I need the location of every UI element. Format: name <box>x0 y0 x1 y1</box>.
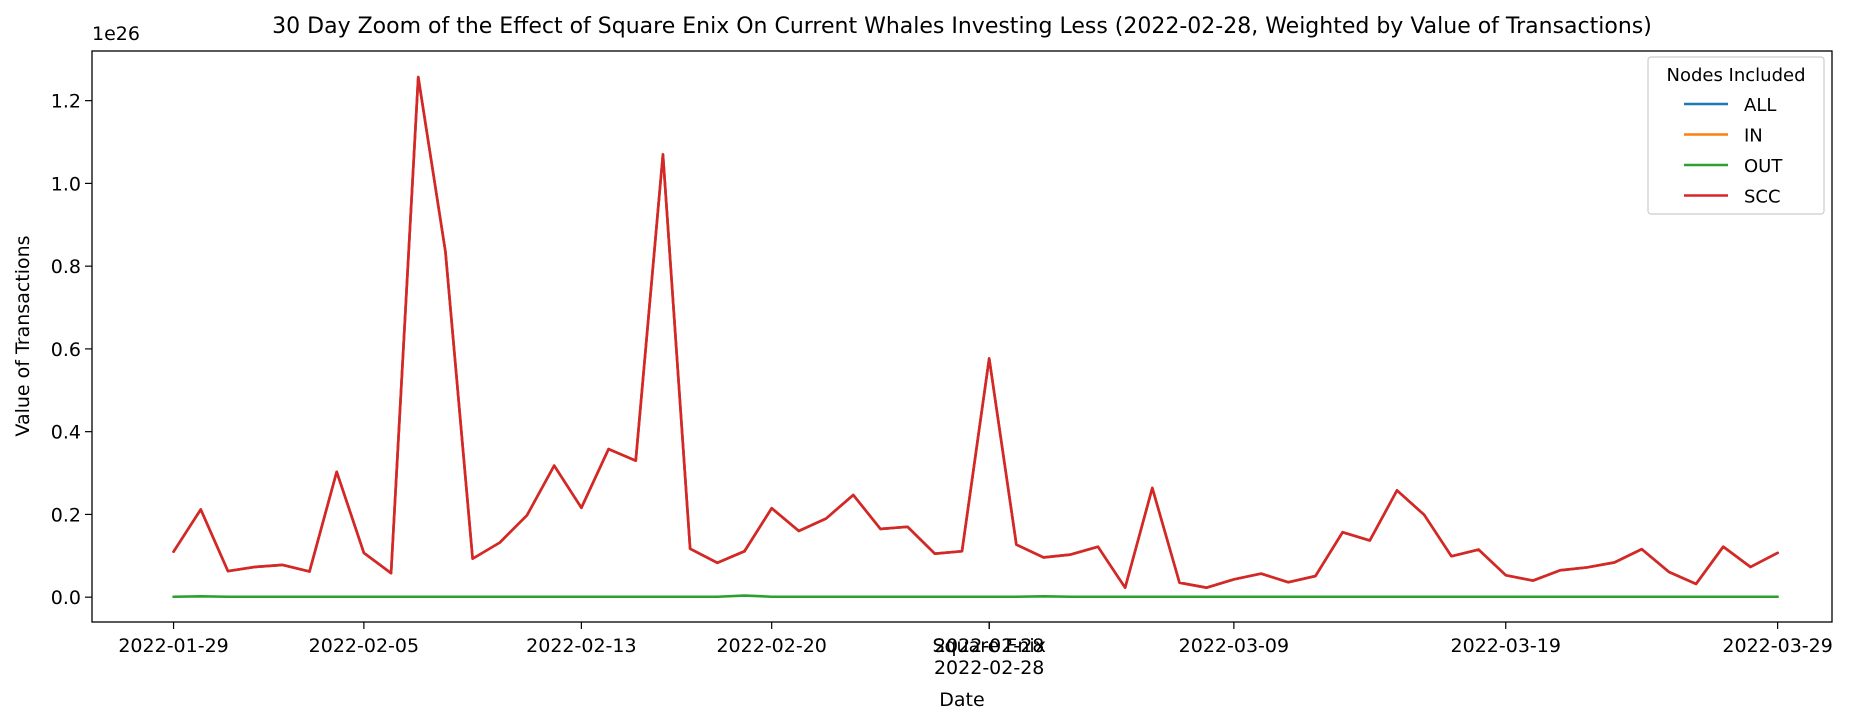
plot-area-frame <box>91 50 1833 623</box>
legend-box <box>1647 56 1825 215</box>
x-tick-label: 2022-02-28 <box>934 635 1044 657</box>
y-tick-label: 0.0 <box>51 587 81 609</box>
plot-lines <box>172 75 1779 599</box>
x-tick-label: 2022-02-20 <box>716 635 826 657</box>
y-axis-label: Value of Transactions <box>12 235 34 436</box>
y-tick-label: 0.8 <box>51 256 81 278</box>
event-label: Square Enix <box>932 635 1046 657</box>
x-tick-label: 2022-03-19 <box>1451 635 1561 657</box>
y-tick-label: 0.4 <box>51 422 81 444</box>
legend-label-out: OUT <box>1744 156 1783 177</box>
x-tick-label: 2022-03-09 <box>1179 635 1289 657</box>
legend-label-in: IN <box>1744 126 1763 147</box>
series-line-out <box>172 594 1779 599</box>
x-tick-label: 2022-03-29 <box>1722 635 1832 657</box>
y-tick-label: 0.6 <box>51 339 81 361</box>
chart-title: 30 Day Zoom of the Effect of Square Enix… <box>272 14 1652 39</box>
legend-label-all: ALL <box>1744 95 1776 116</box>
y-tick-label: 1.0 <box>51 173 81 195</box>
x-tick-label: 2022-02-05 <box>309 635 419 657</box>
series-line-scc <box>172 75 1779 589</box>
x-axis-label: Date <box>939 689 984 711</box>
x-tick-label: 2022-01-29 <box>118 635 228 657</box>
legend: Nodes Included ALL IN OUT SCC <box>1647 56 1825 215</box>
legend-title: Nodes Included <box>1666 65 1805 86</box>
y-tick-label: 0.2 <box>51 504 81 526</box>
axis-ticks: 0.0 0.2 0.4 0.6 0.8 1.0 1.2 2022-01-29 2022-02-0… <box>51 91 1833 679</box>
y-axis-offset-label: 1e26 <box>92 23 140 45</box>
legend-entries: ALL IN OUT SCC <box>1684 95 1783 208</box>
event-date-label: 2022-02-28 <box>934 657 1044 679</box>
x-tick-label: 2022-02-13 <box>526 635 636 657</box>
y-tick-label: 1.2 <box>51 91 81 113</box>
legend-label-scc: SCC <box>1744 187 1781 208</box>
